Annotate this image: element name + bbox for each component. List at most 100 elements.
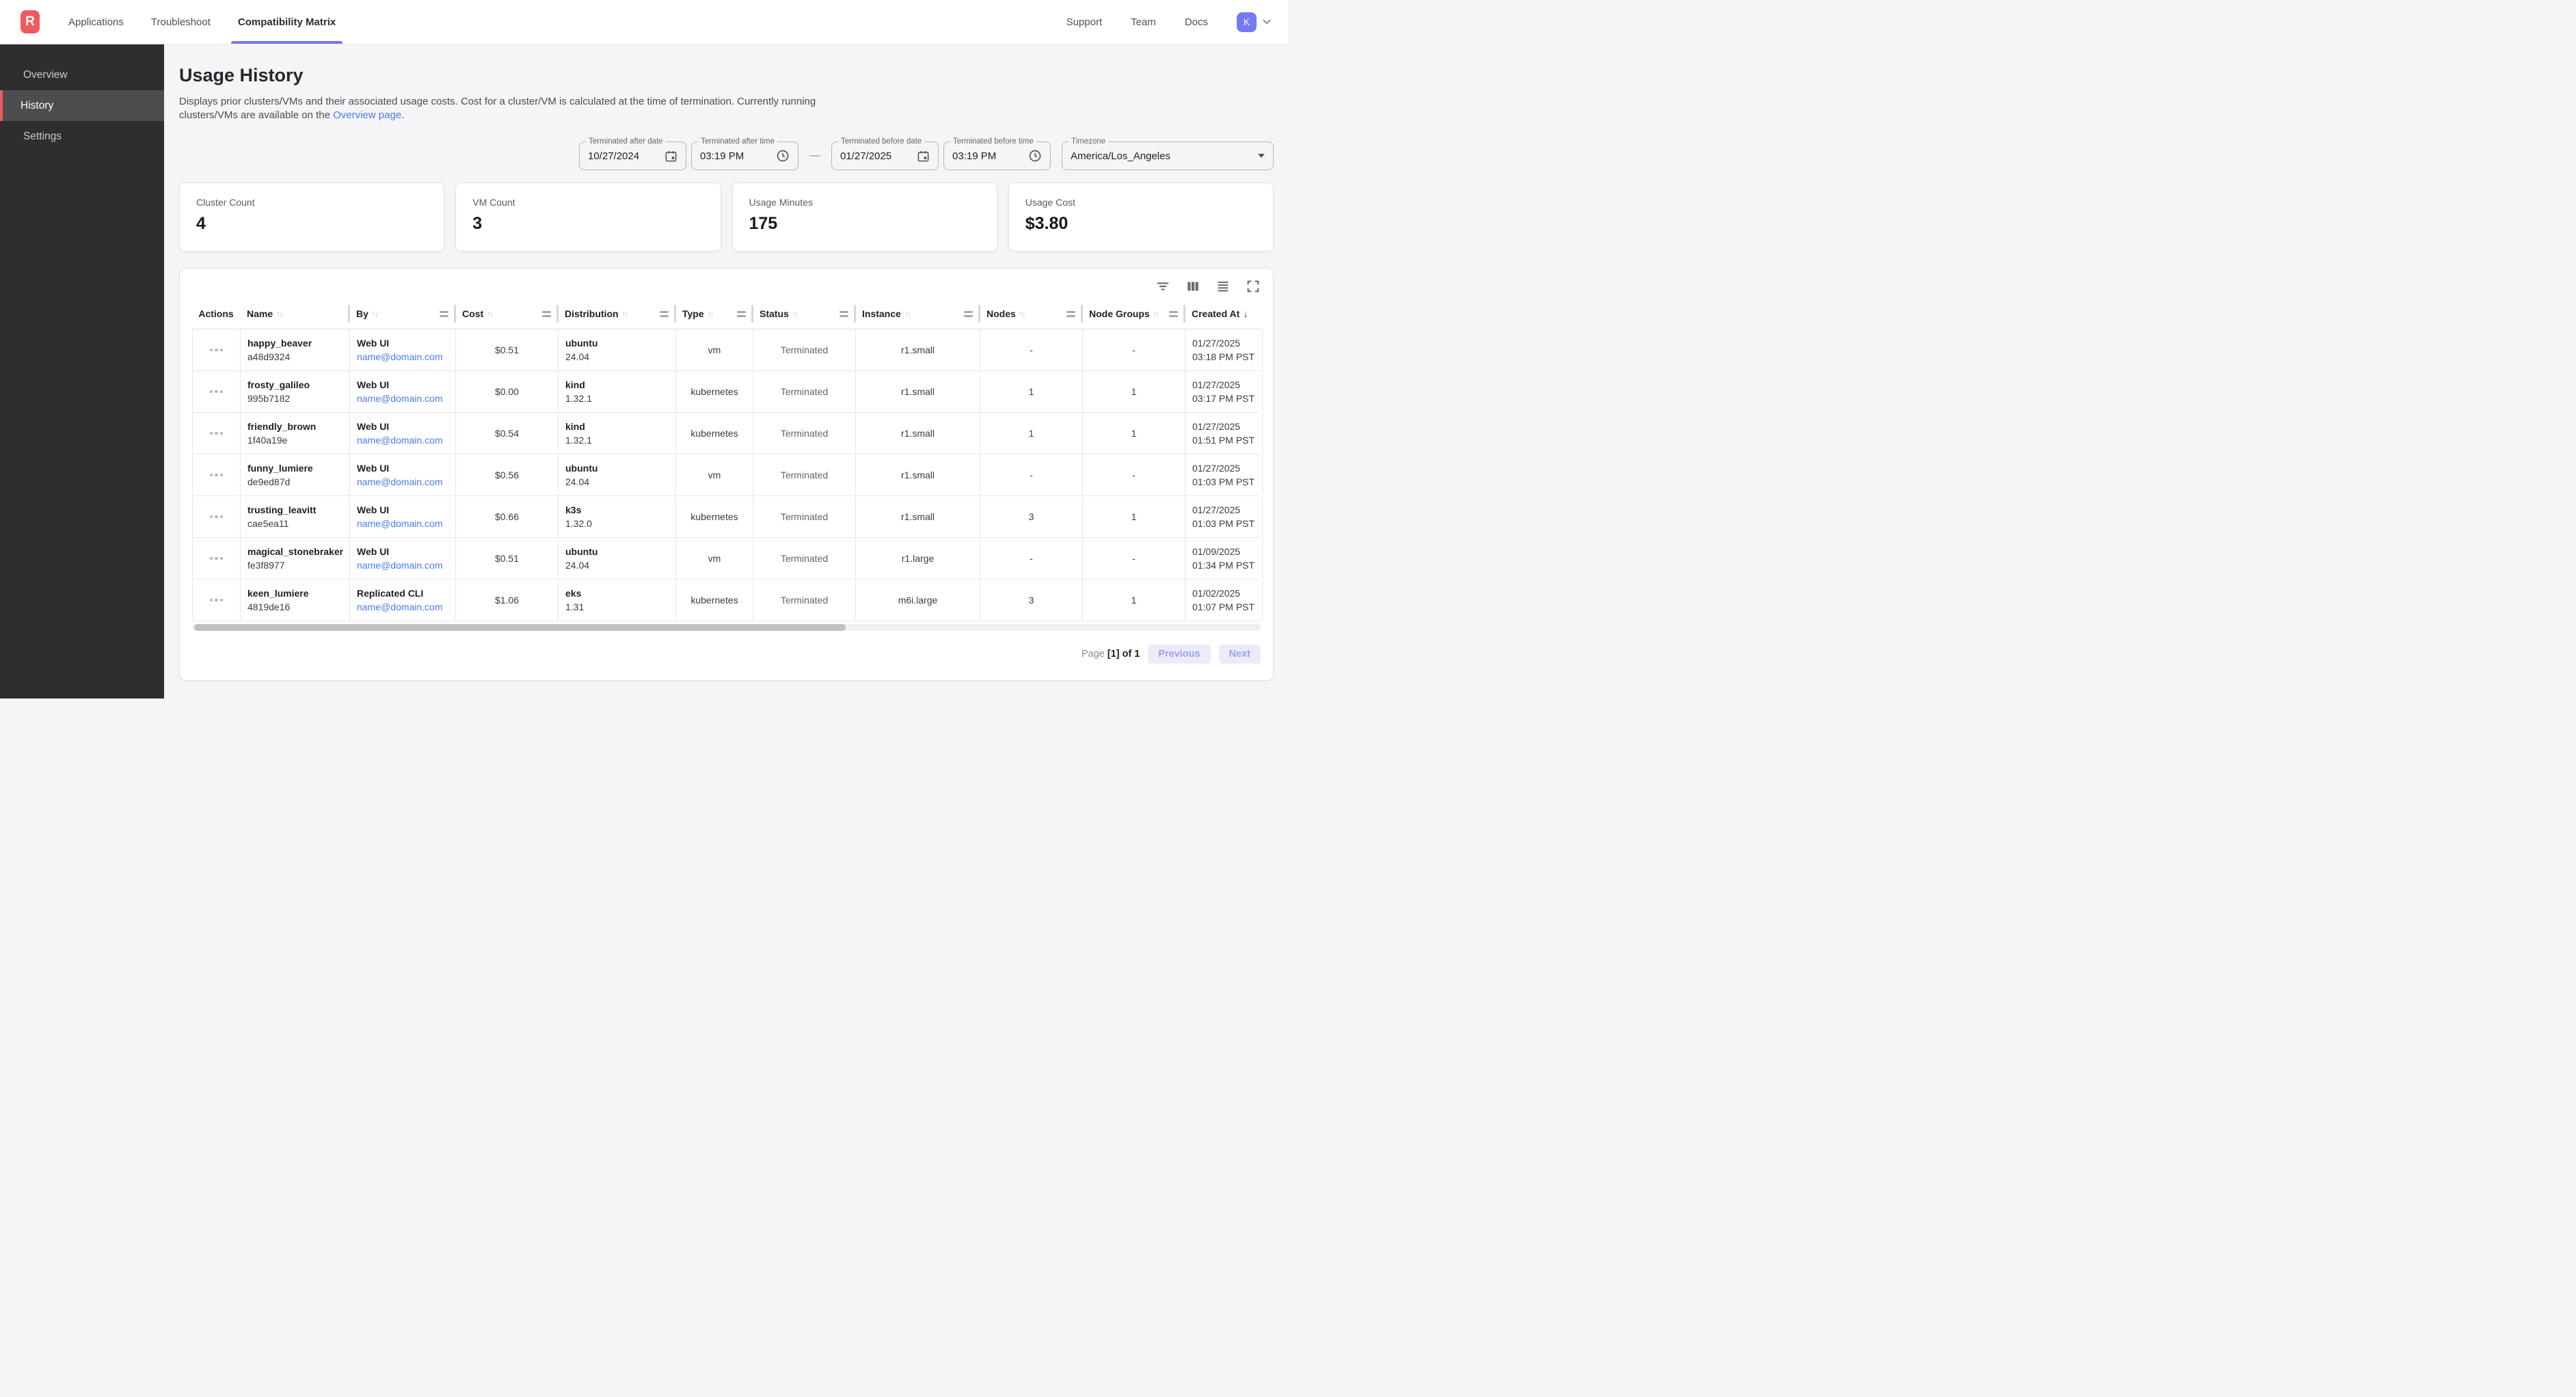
- instance-cell: r1.small: [856, 413, 980, 454]
- sort-arrows-icon[interactable]: ↑ ↓: [1019, 309, 1026, 318]
- clock-icon[interactable]: [776, 149, 790, 163]
- row-actions-menu-button[interactable]: [209, 595, 225, 606]
- column-header-by[interactable]: By ↑ ↓: [349, 299, 455, 329]
- column-header-type[interactable]: Type ↑ ↓: [675, 299, 753, 329]
- column-header-instance[interactable]: Instance ↑ ↓: [855, 299, 980, 329]
- created-at-cell: 01/02/2025 01:07 PM PST: [1185, 580, 1263, 621]
- row-actions-menu-button[interactable]: [209, 386, 225, 398]
- column-header-name[interactable]: Name ↑ ↓: [240, 299, 349, 329]
- timezone-select[interactable]: Timezone America/Los_Angeles: [1062, 137, 1274, 170]
- status-cell: Terminated: [753, 538, 856, 579]
- created-by-email-link[interactable]: name@domain.com: [357, 601, 443, 612]
- column-header-created-at[interactable]: Created At ↓: [1185, 299, 1262, 329]
- created-by-email-link[interactable]: name@domain.com: [357, 393, 443, 404]
- fullscreen-icon[interactable]: [1246, 279, 1261, 294]
- sidebar-item-history[interactable]: History: [0, 90, 164, 121]
- created-by-email-link[interactable]: name@domain.com: [357, 560, 443, 571]
- created-date: 01/27/2025: [1192, 379, 1241, 390]
- sort-arrows-icon[interactable]: ↑ ↓: [276, 309, 283, 318]
- calendar-icon[interactable]: [917, 150, 930, 163]
- terminated-after-time-field[interactable]: Terminated after time 03:19 PM: [691, 137, 799, 170]
- created-by-email-link[interactable]: name@domain.com: [357, 351, 443, 362]
- column-header-cost[interactable]: Cost ↑ ↓: [455, 299, 558, 329]
- column-menu-icon[interactable]: [964, 310, 973, 317]
- column-menu-icon[interactable]: [542, 310, 551, 317]
- sidebar-item-overview[interactable]: Overview: [23, 68, 68, 81]
- page-indicator: Page [1] of 1: [1081, 649, 1140, 660]
- column-menu-icon[interactable]: [737, 310, 746, 317]
- nav-tab-compatibility-matrix[interactable]: Compatibility Matrix: [230, 0, 343, 44]
- field-label: Terminated before date: [838, 137, 925, 146]
- distribution-name: k3s: [565, 504, 582, 515]
- terminated-after-date-field[interactable]: Terminated after date 10/27/2024: [579, 137, 686, 170]
- created-by-email-link[interactable]: name@domain.com: [357, 435, 443, 446]
- field-value: 01/27/2025: [840, 150, 892, 162]
- column-menu-icon[interactable]: [1066, 310, 1075, 317]
- horizontal-scrollbar-thumb[interactable]: [194, 624, 846, 631]
- by-cell: Web UI name@domain.com: [350, 538, 456, 579]
- next-page-button[interactable]: Next: [1218, 645, 1261, 664]
- type-cell: kubernetes: [676, 371, 753, 412]
- dropdown-arrow-icon: [1258, 154, 1265, 158]
- row-actions-menu-button[interactable]: [209, 344, 225, 356]
- account-menu-button[interactable]: K: [1237, 12, 1273, 32]
- created-time: 01:03 PM PST: [1192, 476, 1255, 487]
- terminated-before-time-field[interactable]: Terminated before time 03:19 PM: [943, 137, 1051, 170]
- created-by-email-link[interactable]: name@domain.com: [357, 518, 443, 529]
- replicated-logo[interactable]: R: [21, 10, 40, 33]
- created-date: 01/02/2025: [1192, 588, 1241, 599]
- sort-arrows-icon[interactable]: ↑ ↓: [371, 309, 379, 318]
- sort-arrows-icon[interactable]: ↑ ↓: [1153, 309, 1160, 318]
- stat-card-usage-cost: Usage Cost $3.80: [1008, 182, 1274, 252]
- sort-arrows-icon[interactable]: ↑ ↓: [707, 309, 714, 318]
- row-actions-menu-button[interactable]: [209, 511, 225, 523]
- nav-tab-applications[interactable]: Applications: [68, 16, 124, 28]
- overview-page-link[interactable]: Overview page: [333, 109, 402, 121]
- previous-page-button[interactable]: Previous: [1148, 645, 1211, 664]
- node-groups-cell: -: [1083, 455, 1185, 496]
- terminated-before-date-field[interactable]: Terminated before date 01/27/2025: [831, 137, 939, 170]
- column-header-nodes[interactable]: Nodes ↑ ↓: [980, 299, 1082, 329]
- distribution-name: kind: [565, 379, 585, 390]
- nav-link-team[interactable]: Team: [1131, 16, 1156, 28]
- table-row: funny_lumiere de9ed87d Web UI name@domai…: [192, 455, 1263, 496]
- created-date: 01/27/2025: [1192, 338, 1241, 349]
- sidebar-item-settings[interactable]: Settings: [23, 130, 62, 142]
- horizontal-scrollbar-track[interactable]: [192, 624, 1261, 631]
- columns-icon[interactable]: [1185, 279, 1200, 294]
- sort-arrows-icon[interactable]: ↑ ↓: [487, 309, 494, 318]
- avatar-initial: K: [1243, 16, 1250, 27]
- column-menu-icon[interactable]: [440, 310, 448, 317]
- row-actions-menu-button[interactable]: [209, 553, 225, 565]
- row-actions-menu-button[interactable]: [209, 470, 225, 481]
- created-by-email-link[interactable]: name@domain.com: [357, 476, 443, 487]
- sidebar: Overview History Settings: [0, 44, 164, 698]
- distribution-name: ubuntu: [565, 338, 598, 349]
- nav-link-docs[interactable]: Docs: [1184, 16, 1208, 28]
- calendar-icon[interactable]: [665, 150, 677, 163]
- sort-desc-icon[interactable]: ↓: [1243, 308, 1248, 320]
- clock-icon[interactable]: [1028, 149, 1042, 163]
- filter-icon[interactable]: [1155, 279, 1170, 294]
- column-menu-icon[interactable]: [660, 310, 669, 317]
- by-cell: Web UI name@domain.com: [350, 329, 456, 370]
- distribution-cell: ubuntu 24.04: [559, 538, 676, 579]
- created-at-cell: 01/27/2025 01:03 PM PST: [1185, 455, 1263, 496]
- column-header-distribution[interactable]: Distribution ↑ ↓: [558, 299, 675, 329]
- density-icon[interactable]: [1216, 279, 1231, 294]
- column-header-node-groups[interactable]: Node Groups ↑ ↓: [1082, 299, 1185, 329]
- column-menu-icon[interactable]: [1169, 310, 1178, 317]
- sort-arrows-icon[interactable]: ↑ ↓: [792, 309, 799, 318]
- nav-tab-troubleshoot[interactable]: Troubleshoot: [150, 16, 211, 28]
- sort-arrows-icon[interactable]: ↑ ↓: [621, 309, 629, 318]
- terminated-after-group: Terminated after date 10/27/2024 Termina…: [579, 137, 799, 170]
- column-menu-icon[interactable]: [840, 310, 848, 317]
- column-header-status[interactable]: Status ↑ ↓: [753, 299, 855, 329]
- cluster-id: cae5ea11: [247, 518, 289, 529]
- row-actions-menu-button[interactable]: [209, 428, 225, 439]
- nav-link-support[interactable]: Support: [1066, 16, 1103, 28]
- sort-arrows-icon[interactable]: ↑ ↓: [904, 309, 911, 318]
- type-cell: kubernetes: [676, 580, 753, 621]
- field-label: Timezone: [1069, 137, 1109, 146]
- actions-cell: [193, 496, 241, 537]
